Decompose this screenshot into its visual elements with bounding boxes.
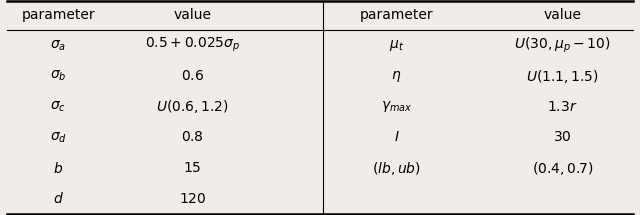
Text: $U(30, \mu_p - 10)$: $U(30, \mu_p - 10)$ [515,36,611,55]
Text: $\sigma_b$: $\sigma_b$ [50,69,67,83]
Text: $\sigma_d$: $\sigma_d$ [50,130,67,145]
Text: $I$: $I$ [394,131,399,144]
Text: $\sigma_c$: $\sigma_c$ [50,100,66,114]
Text: $0.5 + 0.025\sigma_p$: $0.5 + 0.025\sigma_p$ [145,36,240,54]
Text: $120$: $120$ [179,192,206,206]
Text: parameter: parameter [360,8,433,22]
Text: value: value [543,8,582,22]
Text: $U(0.6, 1.2)$: $U(0.6, 1.2)$ [156,98,228,115]
Text: $U(1.1, 1.5)$: $U(1.1, 1.5)$ [526,68,599,84]
Text: $b$: $b$ [53,161,63,176]
Text: $0.6$: $0.6$ [180,69,204,83]
Text: $(0.4, 0.7)$: $(0.4, 0.7)$ [532,160,593,177]
Text: $1.3r$: $1.3r$ [547,100,578,114]
Text: $0.8$: $0.8$ [181,131,204,144]
Text: value: value [173,8,211,22]
Text: $\mu_t$: $\mu_t$ [389,38,404,53]
Text: $15$: $15$ [183,161,202,175]
Text: $(lb, ub)$: $(lb, ub)$ [372,160,421,177]
Text: $\sigma_a$: $\sigma_a$ [50,38,66,52]
Text: $\eta$: $\eta$ [392,69,402,84]
Text: $30$: $30$ [554,131,572,144]
Text: parameter: parameter [21,8,95,22]
Text: $\gamma_{max}$: $\gamma_{max}$ [381,99,412,114]
Text: $d$: $d$ [52,191,63,206]
